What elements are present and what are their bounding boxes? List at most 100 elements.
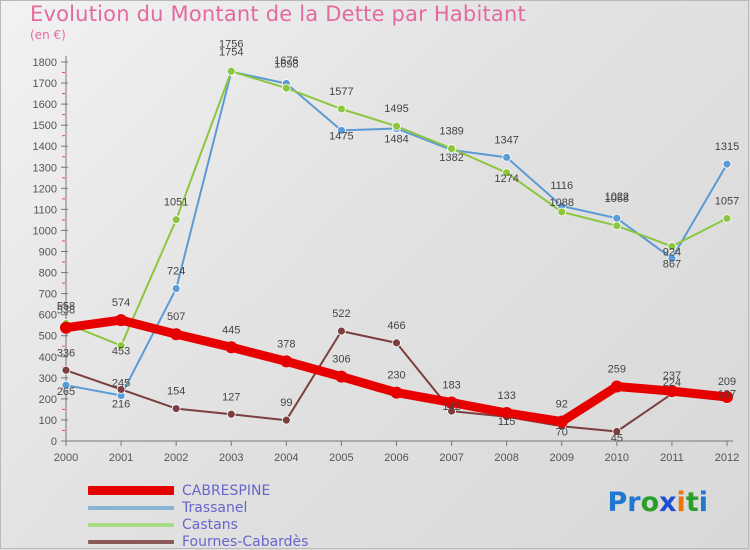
y-tick-label: 600	[39, 310, 57, 322]
data-point	[116, 385, 126, 394]
data-label: 1088	[550, 197, 574, 209]
chart-subtitle: (en €)	[30, 28, 66, 42]
legend-swatch	[88, 522, 174, 527]
data-label: 230	[387, 370, 405, 382]
y-tick-label: 100	[39, 415, 57, 427]
data-point	[667, 254, 677, 263]
data-label: 1698	[274, 58, 298, 70]
x-tick-label: 2012	[715, 452, 739, 464]
y-tick-label: 700	[39, 289, 57, 301]
data-label: 336	[57, 347, 75, 359]
data-point	[612, 427, 622, 436]
y-tick-label: 1700	[33, 78, 57, 90]
data-point	[502, 152, 512, 162]
data-label: 1274	[494, 173, 518, 185]
data-point	[337, 104, 346, 114]
y-tick-label: 800	[39, 268, 57, 280]
data-point	[392, 121, 401, 131]
data-point	[665, 385, 678, 398]
data-point	[171, 215, 181, 225]
data-point	[170, 328, 183, 341]
data-label: 1051	[164, 197, 188, 209]
data-label: 1057	[715, 195, 739, 207]
legend-item-castans[interactable]: Castans	[88, 516, 408, 533]
data-label: 1347	[494, 134, 518, 146]
data-point	[500, 406, 513, 419]
legend-item-trassanel[interactable]: Trassanel	[88, 499, 408, 516]
y-tick-label: 400	[39, 352, 57, 364]
data-label: 1022	[605, 191, 629, 203]
data-point	[445, 396, 458, 409]
data-point	[555, 415, 568, 428]
data-label: 216	[112, 399, 130, 411]
data-point	[115, 314, 128, 327]
series-castans	[61, 66, 732, 351]
data-label: 70	[556, 426, 568, 438]
data-point	[722, 214, 732, 223]
data-point	[502, 168, 512, 178]
y-tick-label: 1500	[33, 120, 57, 132]
proxiti-logo: Proxiti	[607, 487, 708, 518]
data-point	[392, 338, 401, 348]
y-tick-label: 900	[39, 247, 57, 259]
series-trassanel	[61, 67, 732, 400]
logo-letter: o	[640, 487, 660, 518]
data-point	[60, 321, 72, 334]
series-cabrespine	[60, 314, 733, 428]
data-label: 237	[663, 370, 681, 382]
data-label: 1756	[219, 38, 243, 50]
x-tick-label: 2009	[550, 452, 574, 464]
data-label: 115	[498, 416, 516, 428]
y-tick-label: 200	[39, 394, 57, 406]
data-label: 522	[332, 308, 350, 320]
legend-label: Fournes-Cabardès	[182, 533, 309, 550]
logo-letter: P	[607, 487, 628, 518]
data-label: 538	[57, 305, 75, 317]
data-label: 507	[167, 311, 185, 323]
legend-swatch	[88, 486, 174, 495]
x-tick-label: 2005	[329, 452, 353, 464]
data-label: 724	[167, 266, 185, 278]
logo-letter: r	[627, 487, 641, 518]
data-label: 1676	[274, 55, 298, 67]
logo-letter: x	[659, 487, 677, 518]
data-label: 224	[663, 377, 681, 389]
legend-item-cabrespine[interactable]: CABRESPINE	[88, 482, 408, 499]
data-point	[335, 370, 348, 383]
y-tick-label: 1400	[33, 141, 57, 153]
x-tick-label: 2010	[605, 452, 629, 464]
data-label: 1315	[715, 141, 739, 153]
y-tick-label: 1000	[33, 225, 57, 237]
data-label: 306	[332, 354, 350, 366]
data-point	[447, 144, 456, 153]
legend-swatch	[88, 505, 174, 510]
y-tick-label: 500	[39, 331, 57, 343]
legend-item-fournes-cabard-s[interactable]: Fournes-Cabardès	[88, 533, 408, 550]
y-tick-label: 1600	[33, 99, 57, 111]
data-label: 183	[442, 379, 460, 391]
data-label: 1495	[384, 103, 408, 115]
data-label: 209	[718, 376, 736, 388]
data-point	[667, 242, 677, 251]
data-point	[612, 221, 622, 231]
data-label: 1577	[329, 86, 353, 98]
data-label: 99	[280, 397, 292, 409]
x-tick-label: 2007	[439, 452, 463, 464]
logo-letter: i	[676, 487, 686, 518]
x-tick-label: 2003	[219, 452, 243, 464]
data-point	[337, 126, 346, 135]
data-point	[61, 365, 71, 375]
x-tick-label: 2008	[494, 452, 518, 464]
data-point	[281, 415, 291, 425]
data-label: 127	[222, 391, 240, 403]
data-point	[61, 380, 71, 390]
data-label: 45	[611, 433, 623, 445]
data-point	[721, 390, 733, 403]
data-label: 378	[277, 338, 295, 350]
data-point	[612, 213, 622, 223]
data-label: 133	[497, 390, 515, 402]
data-point	[610, 380, 623, 393]
data-label: 558	[57, 301, 75, 313]
data-label: 1484	[384, 134, 408, 146]
